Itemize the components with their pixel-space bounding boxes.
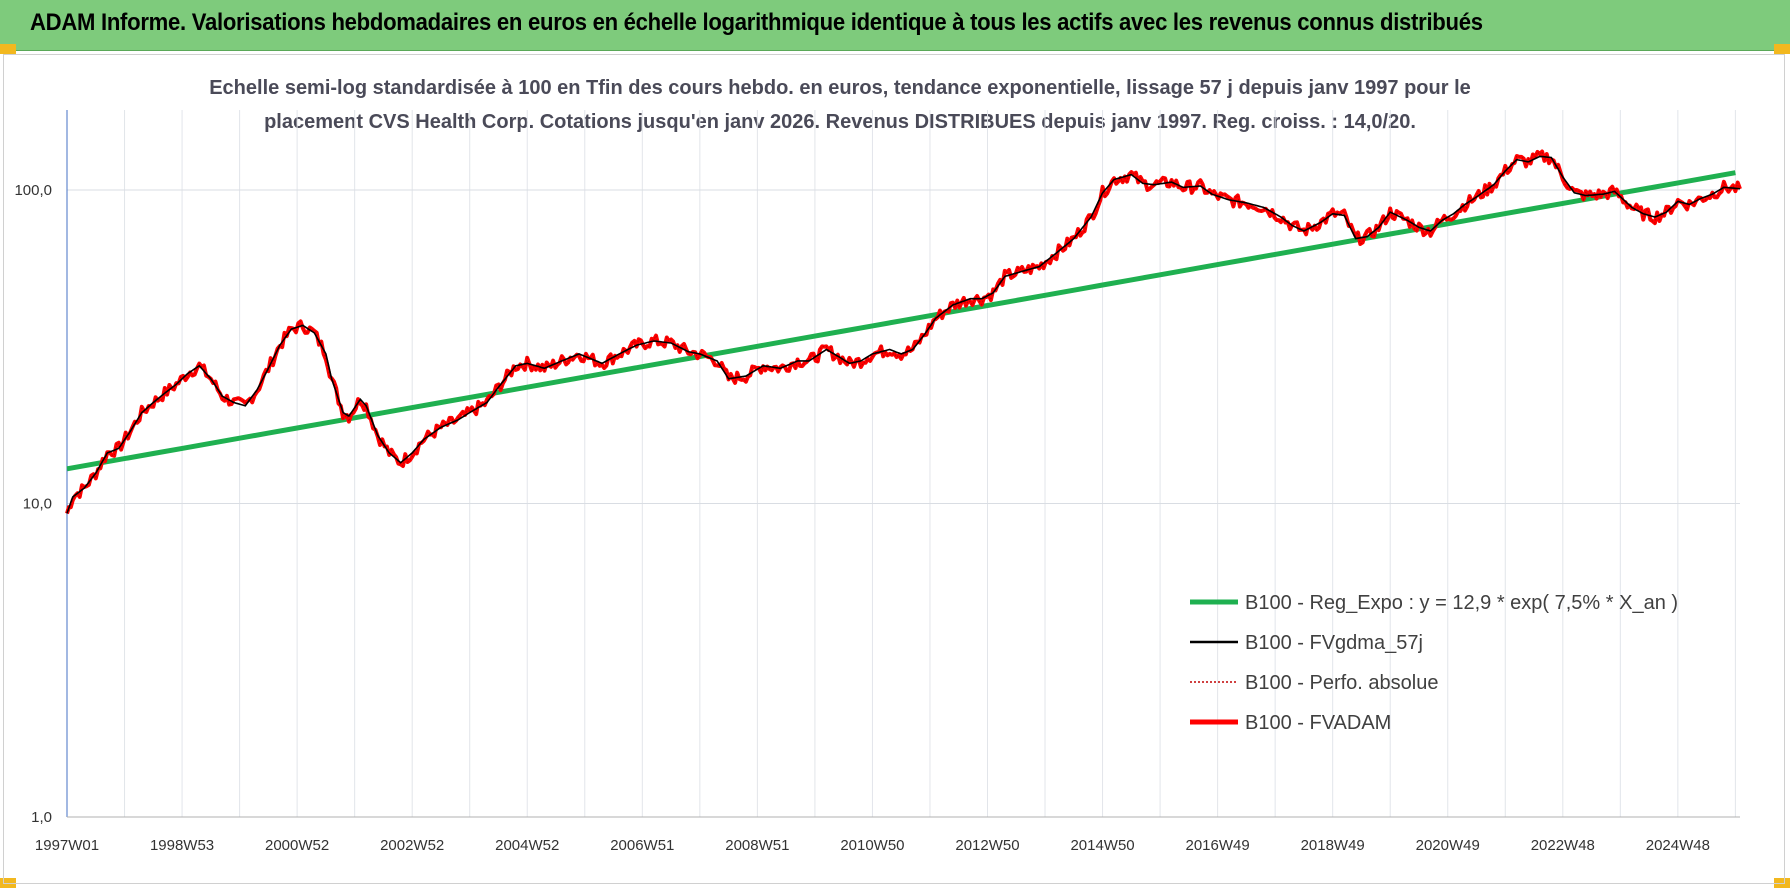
- x-tick-label: 2006W51: [610, 837, 674, 854]
- series-layer: [65, 149, 1742, 515]
- regression-line: [66, 170, 1736, 472]
- x-tick-label: 2022W48: [1531, 837, 1595, 854]
- x-tick-label: 1997W01: [35, 837, 99, 854]
- x-tick-label: 2014W50: [1070, 837, 1134, 854]
- perfo-absolue-line: [66, 150, 1741, 514]
- legend: B100 - Reg_Expo : y = 12,9 * exp( 7,5% *…: [1190, 592, 1678, 734]
- x-tick-label: 2020W49: [1416, 837, 1480, 854]
- legend-label: B100 - Perfo. absolue: [1245, 672, 1438, 694]
- x-tick-label: 1998W53: [150, 837, 214, 854]
- legend-label: B100 - Reg_Expo : y = 12,9 * exp( 7,5% *…: [1245, 592, 1678, 614]
- x-tick-label: 2010W50: [840, 837, 904, 854]
- tick-labels: 1,0 10,0 100,0 1997W01 1998W53 2000W52 2002W52…: [14, 182, 1710, 854]
- chart-title-line2: placement CVS Health Corp. Cotations jus…: [264, 111, 1416, 133]
- x-tick-label: 2018W49: [1301, 837, 1365, 854]
- chart-title-line1: Echelle semi-log standardisée à 100 en T…: [209, 77, 1471, 99]
- corner-marker: [1774, 44, 1790, 54]
- fvgdma-line: [66, 155, 1741, 514]
- chart-frame: [3, 54, 1785, 884]
- legend-label: B100 - FVADAM: [1245, 712, 1391, 734]
- x-tick-label: 2024W48: [1646, 837, 1710, 854]
- axes: [66, 110, 1740, 818]
- x-tick-label: 2016W49: [1186, 837, 1250, 854]
- y-tick-label: 1,0: [31, 809, 52, 826]
- legend-label: B100 - FVgdma_57j: [1245, 632, 1423, 654]
- banner-title: ADAM Informe. Valorisations hebdomadaire…: [30, 9, 1483, 36]
- title-banner: ADAM Informe. Valorisations hebdomadaire…: [0, 0, 1790, 51]
- x-tick-label: 2012W50: [955, 837, 1019, 854]
- corner-marker: [0, 44, 16, 54]
- fvadam-line: [65, 149, 1742, 515]
- x-tick-label: 2000W52: [265, 837, 329, 854]
- x-tick-label: 2008W51: [725, 837, 789, 854]
- x-tick-label: 2004W52: [495, 837, 559, 854]
- y-tick-label: 10,0: [23, 496, 52, 513]
- x-tick-label: 2002W52: [380, 837, 444, 854]
- y-tick-label: 100,0: [14, 182, 52, 199]
